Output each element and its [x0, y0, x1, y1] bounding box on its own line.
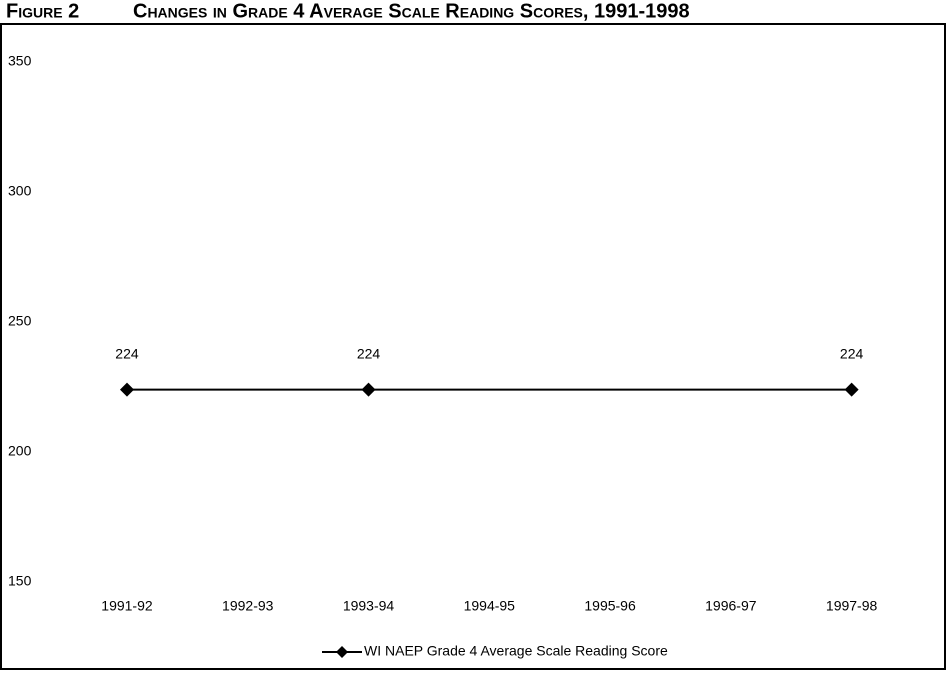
figure-label: Figure 2 — [6, 0, 79, 22]
y-tick-label: 150 — [8, 573, 32, 589]
point-marker — [119, 382, 134, 397]
data-label: 224 — [840, 345, 864, 361]
frame — [0, 23, 946, 670]
y-tick-label: 350 — [8, 53, 32, 69]
x-tick-label: 1997-98 — [826, 598, 878, 614]
data-label: 224 — [115, 345, 139, 361]
x-tick-label: 1995-96 — [584, 598, 636, 614]
legend-label: WI NAEP Grade 4 Average Scale Reading Sc… — [364, 643, 668, 659]
x-tick-label: 1992-93 — [222, 598, 274, 614]
x-tick-label: 1991-92 — [101, 598, 153, 614]
x-tick-label: 1993-94 — [343, 598, 395, 614]
y-tick-label: 300 — [8, 183, 32, 199]
data-label: 224 — [357, 345, 381, 361]
y-tick-label: 200 — [8, 443, 32, 459]
y-tick-label: 250 — [8, 313, 32, 329]
legend-marker — [336, 646, 348, 658]
chart-title: Changes in Grade 4 Average Scale Reading… — [133, 0, 690, 22]
x-tick-label: 1996-97 — [705, 598, 757, 614]
x-tick-label: 1994-95 — [464, 598, 516, 614]
point-marker — [361, 382, 376, 397]
point-marker — [844, 382, 859, 397]
